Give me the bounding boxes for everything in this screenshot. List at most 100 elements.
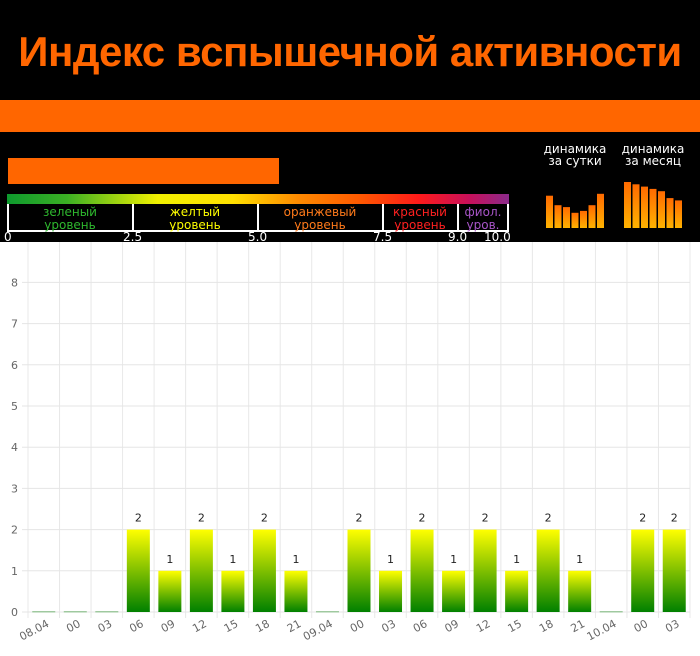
data-label: 1	[576, 553, 583, 566]
level-yellow-label: желтый уровень	[169, 205, 221, 232]
chart-bars	[32, 529, 686, 613]
x-tick-label: 21	[285, 617, 303, 635]
dynamics-month-bar	[666, 198, 674, 228]
data-label: 1	[229, 553, 236, 566]
bar	[126, 529, 150, 612]
y-tick-label: 4	[11, 441, 18, 454]
x-tick-label: 03	[379, 617, 397, 635]
x-tick-label: 03	[663, 617, 681, 635]
y-tick-label: 2	[11, 524, 18, 537]
scale-tick	[382, 204, 384, 232]
data-label: 2	[419, 512, 426, 525]
data-label: 2	[261, 512, 268, 525]
data-label: 1	[513, 553, 520, 566]
dynamics-month-label: динамика за месяц	[621, 142, 685, 168]
scale-number: 7.5	[373, 230, 393, 244]
bar	[315, 611, 339, 613]
level-orange-label: оранжевый уровень	[283, 205, 357, 232]
y-axis-ticks: 0 1 2 3 4 5 6 7 8	[11, 276, 18, 619]
x-tick-label: 08.04	[17, 617, 51, 643]
x-tick-label: 21	[569, 617, 587, 635]
title-underline-bar	[0, 100, 700, 132]
x-tick-label: 12	[190, 617, 208, 635]
chart-data-labels: 2 1 2 1 2 1 2 1 2 1 2 1 2 1 2 2	[135, 512, 678, 566]
scale-number: 0	[4, 230, 12, 244]
bar	[536, 529, 560, 612]
dynamics-day-bar	[597, 193, 604, 228]
bar	[158, 570, 182, 612]
bar	[379, 570, 403, 612]
bar	[410, 529, 434, 612]
bar	[221, 570, 245, 612]
dynamics-day-label: динамика за сутки	[543, 142, 607, 168]
dynamics-day-bar	[546, 195, 553, 228]
bar	[631, 529, 655, 612]
bar	[473, 529, 497, 612]
scale-tick	[132, 204, 134, 232]
dynamics-month-bar	[649, 188, 657, 228]
x-tick-label: 06	[411, 617, 429, 635]
x-tick-label: 09.04	[301, 617, 335, 643]
dynamics-month-bar	[641, 186, 648, 228]
watermark: www.kcbdx.ru	[602, 637, 700, 652]
dynamics-day-minichart	[546, 193, 604, 228]
current-level-bar	[8, 158, 279, 184]
bar	[284, 570, 308, 612]
scale-number: 9.0	[448, 230, 468, 244]
dynamics-day-bar	[571, 212, 579, 228]
data-label: 2	[482, 512, 489, 525]
bar	[505, 570, 529, 612]
scale-gradient	[7, 194, 509, 204]
data-label: 2	[198, 512, 205, 525]
data-label: 1	[292, 553, 299, 566]
x-tick-label: 00	[348, 617, 366, 635]
x-tick-label: 09	[159, 617, 177, 635]
scale-tick	[257, 204, 259, 232]
chart-grid	[22, 242, 691, 618]
bar	[599, 611, 623, 613]
y-tick-label: 8	[11, 276, 18, 289]
scale-number: 2.5	[123, 230, 143, 244]
dynamics-day-bar	[563, 207, 570, 228]
data-label: 1	[166, 553, 173, 566]
y-tick-label: 0	[11, 606, 18, 619]
level-green-label: зеленый уровень	[43, 205, 97, 232]
dynamics-day-bar	[554, 205, 562, 228]
scale-tick	[507, 204, 509, 232]
x-tick-label: 00	[64, 617, 82, 635]
bar	[347, 529, 371, 612]
bar	[252, 529, 276, 612]
scale-tick	[457, 204, 459, 232]
y-tick-label: 7	[11, 318, 18, 331]
y-tick-label: 3	[11, 482, 18, 495]
y-tick-label: 5	[11, 400, 18, 413]
data-label: 2	[135, 512, 142, 525]
level-violet-label: фиол. уров.	[464, 205, 502, 232]
dynamics-day-bar	[588, 205, 596, 228]
y-tick-label: 1	[11, 565, 18, 578]
data-label: 1	[387, 553, 394, 566]
bar	[662, 529, 686, 612]
data-label: 1	[450, 553, 457, 566]
dynamics-month-bar	[624, 182, 631, 228]
x-tick-label: 00	[632, 617, 650, 635]
bar	[95, 611, 119, 613]
dynamics-month-bar	[675, 200, 682, 228]
bar	[568, 570, 592, 612]
scale-number: 5.0	[248, 230, 268, 244]
x-tick-label: 09	[443, 617, 461, 635]
scale-tick	[7, 204, 9, 232]
x-tick-label: 15	[222, 617, 240, 635]
bar	[189, 529, 213, 612]
dynamics-month-bar	[658, 191, 665, 228]
x-tick-label: 15	[506, 617, 524, 635]
page-title: Индекс вспышечной активности	[18, 28, 682, 75]
x-tick-label: 12	[474, 617, 492, 635]
dynamics-month-minichart	[624, 182, 682, 228]
data-label: 2	[671, 512, 678, 525]
x-tick-label: 03	[96, 617, 114, 635]
dynamics-month-bar	[632, 184, 640, 228]
header-panel: Индекс вспышечной активности зеленый уров…	[0, 0, 700, 244]
